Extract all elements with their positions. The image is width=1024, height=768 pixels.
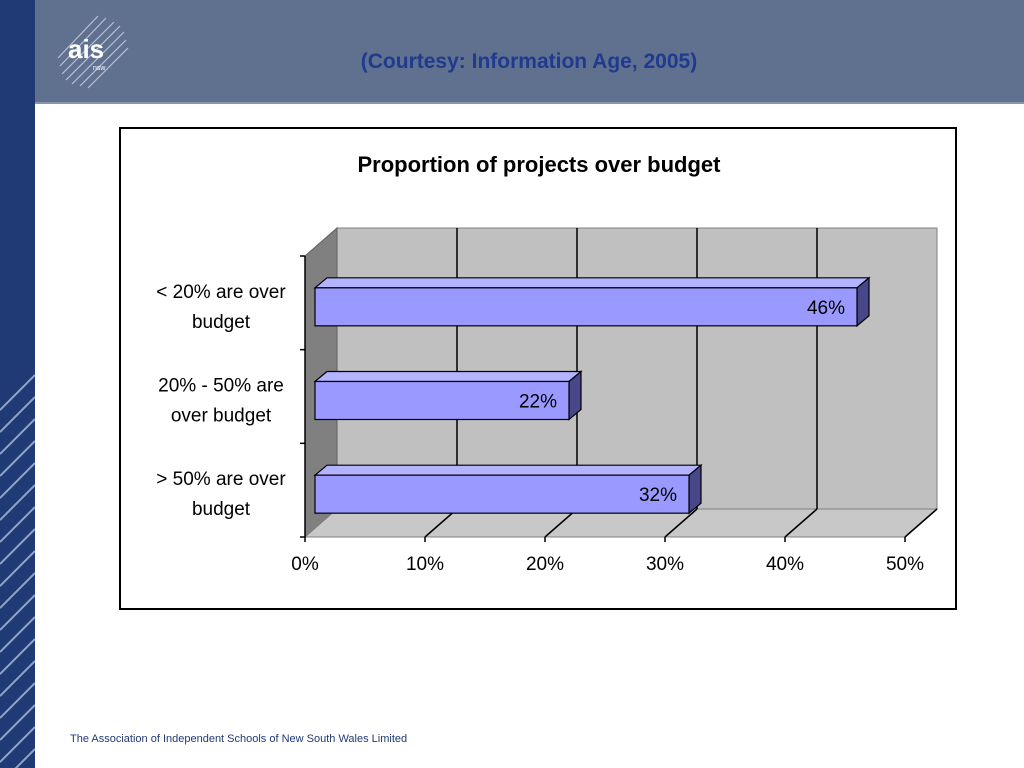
- x-tick-label: 0%: [291, 554, 319, 575]
- header-divider: [35, 102, 1024, 104]
- chart-frame: Proportion of projects over budget 0% 10%…: [119, 127, 957, 610]
- floor-gridline: [664, 508, 698, 538]
- x-tick-label: 40%: [766, 554, 804, 575]
- bar: [314, 474, 690, 514]
- bar-top-face: [313, 277, 871, 289]
- data-label: 32%: [639, 485, 677, 506]
- bar: [314, 287, 858, 327]
- data-label: 22%: [519, 392, 557, 413]
- floor-gridline: [904, 508, 938, 538]
- ais-logo: ais nsw: [57, 15, 129, 89]
- diagonal-stripes-pattern: [0, 374, 35, 768]
- x-tick-label: 50%: [886, 554, 924, 575]
- floor-gridline: [784, 508, 818, 538]
- data-label: 46%: [807, 298, 845, 319]
- left-decorative-bar: [0, 0, 35, 768]
- category-label: 20% - 50% are: [158, 376, 284, 397]
- category-label: < 20% are over: [156, 282, 286, 303]
- x-tick-label: 20%: [526, 554, 564, 575]
- logo-text: ais: [68, 34, 104, 64]
- chart-title: Proportion of projects over budget: [357, 152, 721, 177]
- header-band: [35, 0, 1024, 102]
- category-label: budget: [192, 499, 251, 520]
- bar-top-face: [313, 370, 583, 383]
- bar-chart: Proportion of projects over budget 0% 10%…: [156, 152, 939, 575]
- category-label: budget: [192, 312, 251, 333]
- bar-top-face: [313, 464, 703, 476]
- bar: [314, 380, 570, 421]
- slide-title: (Courtesy: Information Age, 2005): [360, 50, 698, 73]
- category-label: over budget: [171, 406, 272, 427]
- footer-text: The Association of Independent Schools o…: [70, 733, 408, 745]
- x-tick-label: 30%: [646, 554, 684, 575]
- logo-subtext: nsw: [93, 65, 106, 72]
- category-label: > 50% are over: [156, 469, 286, 490]
- x-tick-label: 10%: [406, 554, 444, 575]
